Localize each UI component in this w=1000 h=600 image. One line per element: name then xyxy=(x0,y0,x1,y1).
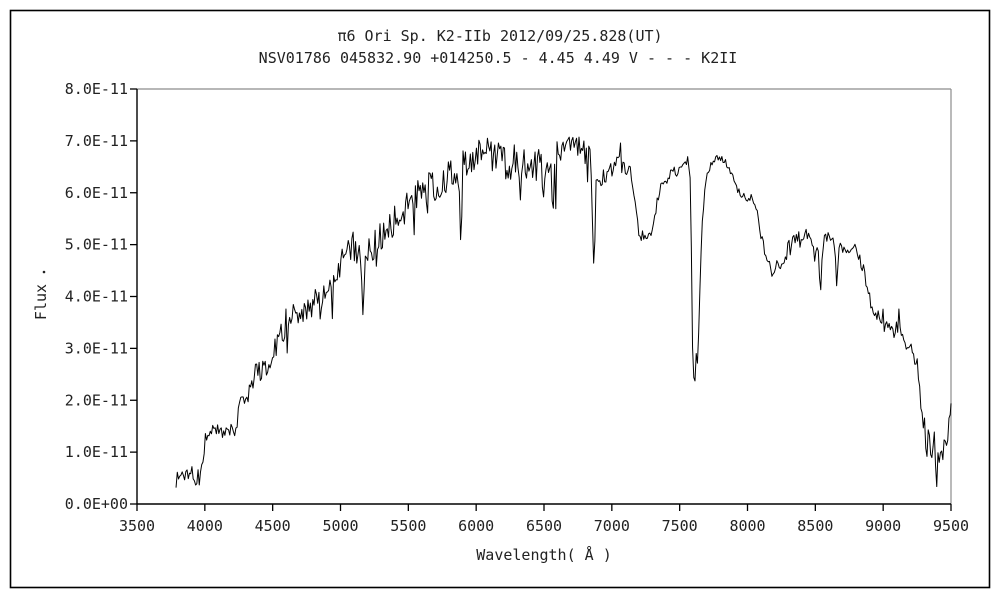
y-tick-label: 0.0E+00 xyxy=(65,495,128,513)
x-tick-label: 8500 xyxy=(797,517,833,535)
x-tick-label: 8000 xyxy=(729,517,765,535)
chart-title-line2: NSV01786 045832.90 +014250.5 - 4.45 4.49… xyxy=(259,49,738,67)
flux-label-dot xyxy=(42,270,46,274)
x-tick-label: 5500 xyxy=(390,517,426,535)
x-tick-label: 9000 xyxy=(865,517,901,535)
y-tick-label: 7.0E-11 xyxy=(65,132,128,150)
y-tick-label: 1.0E-11 xyxy=(65,443,128,461)
chart-title-line1: π6 Ori Sp. K2-IIb 2012/09/25.828(UT) xyxy=(337,27,662,45)
y-axis-title: Flux xyxy=(32,284,50,320)
spectrum-line xyxy=(175,136,952,488)
x-axis-title: Wavelength( Å ) xyxy=(476,545,611,564)
y-tick-label: 6.0E-11 xyxy=(65,184,128,202)
x-tick-label: 7000 xyxy=(594,517,630,535)
x-tick-label: 6500 xyxy=(526,517,562,535)
y-tick-label: 2.0E-11 xyxy=(65,391,128,409)
x-tick-label: 6000 xyxy=(458,517,494,535)
x-tick-label: 5000 xyxy=(322,517,358,535)
x-tick-label: 7500 xyxy=(662,517,698,535)
y-tick-label: 4.0E-11 xyxy=(65,288,128,306)
y-tick-label: 3.0E-11 xyxy=(65,339,128,357)
x-tick-label: 4000 xyxy=(187,517,223,535)
y-tick-label: 8.0E-11 xyxy=(65,80,128,98)
x-tick-label: 9500 xyxy=(933,517,969,535)
x-tick-label: 3500 xyxy=(119,517,155,535)
plot-area: 0.0E+00 1.0E-11 2.0E-11 3.0E-11 4.0E-11 5.0E-… xyxy=(65,80,969,535)
figure-border xyxy=(9,9,991,589)
x-tick-label: 4500 xyxy=(255,517,291,535)
y-tick-label: 5.0E-11 xyxy=(65,236,128,254)
